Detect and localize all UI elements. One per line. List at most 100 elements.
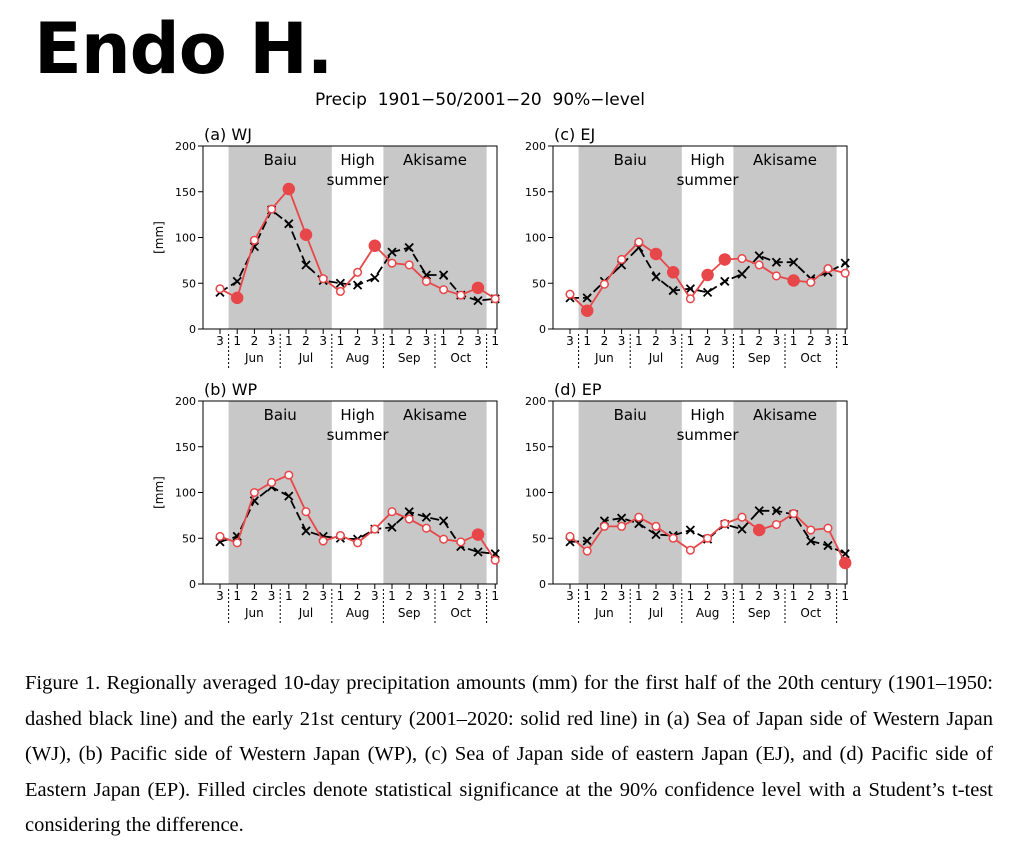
data-point — [421, 276, 431, 286]
cross-marker — [668, 285, 678, 296]
x-tick-label: 2 — [704, 589, 712, 603]
x-tick-label: 1 — [687, 589, 695, 603]
series-line-1901-1950 — [570, 246, 846, 299]
x-tick-label: 3 — [268, 589, 276, 603]
x-tick-label: 1 — [337, 589, 345, 603]
x-tick-label: 2 — [807, 589, 815, 603]
cross-marker — [421, 512, 432, 522]
cross-marker — [473, 547, 483, 557]
data-point — [565, 289, 575, 299]
cross-marker — [387, 247, 397, 257]
x-tick-label: 3 — [669, 589, 677, 603]
data-point — [806, 525, 816, 535]
month-label: Aug — [696, 351, 719, 365]
data-point — [267, 204, 277, 214]
cross-marker — [754, 506, 764, 516]
x-tick-label: 1 — [790, 589, 798, 603]
data-point — [617, 254, 627, 265]
x-tick-label: 3 — [566, 334, 574, 348]
cross-marker — [788, 257, 799, 267]
x-tick-label: 2 — [302, 334, 310, 348]
x-tick-label: 2 — [405, 589, 413, 603]
significant-point — [368, 239, 382, 252]
y-tick-label: 150 — [525, 186, 546, 199]
y-tick-label: 50 — [532, 277, 546, 290]
data-point — [490, 555, 500, 565]
significant-point — [471, 528, 485, 541]
cross-marker — [438, 516, 449, 526]
cross-marker — [754, 251, 764, 261]
x-tick-label: 2 — [251, 589, 259, 603]
x-tick-label: 3 — [371, 589, 379, 603]
cross-marker — [840, 258, 850, 268]
period-label: Akisame — [403, 406, 467, 424]
month-label: Jun — [594, 606, 614, 620]
data-point — [215, 531, 225, 541]
cross-marker — [616, 513, 627, 523]
y-axis-label: [mm] — [152, 221, 166, 254]
x-tick-label: 1 — [841, 334, 849, 348]
data-point — [404, 514, 414, 524]
x-tick-label: 3 — [423, 589, 431, 603]
cross-marker — [685, 525, 696, 535]
data-point — [335, 530, 345, 541]
significant-point — [649, 247, 663, 261]
x-tick-label: 3 — [721, 334, 729, 348]
x-tick-label: 1 — [233, 589, 241, 603]
data-point — [634, 512, 644, 522]
x-tick-label: 2 — [807, 334, 815, 348]
x-tick-label: 1 — [491, 334, 499, 348]
data-point — [754, 260, 764, 270]
y-tick-label: 0 — [189, 323, 196, 336]
data-point — [421, 523, 431, 533]
data-point — [582, 546, 592, 556]
baiu-shading — [578, 401, 682, 584]
month-label: Jul — [648, 351, 663, 365]
y-tick-label: 0 — [189, 578, 196, 591]
significant-point — [666, 266, 680, 279]
data-point — [335, 286, 345, 297]
data-point — [806, 277, 816, 287]
y-tick-label: 200 — [525, 395, 546, 408]
month-label: Oct — [800, 606, 821, 620]
data-point — [387, 507, 397, 517]
chart-panel: Baiu High summer Akisame (b) WP 0 50 100 150 200 [… — [152, 380, 500, 624]
cross-marker — [404, 507, 414, 517]
data-point — [720, 519, 730, 529]
cross-marker — [720, 276, 730, 287]
y-tick-label: 50 — [182, 277, 196, 290]
significant-point — [471, 281, 485, 295]
x-tick-label: 3 — [824, 334, 832, 348]
data-point — [318, 274, 328, 284]
x-tick-label: 1 — [285, 334, 293, 348]
cross-marker — [771, 506, 782, 516]
x-tick-label: 2 — [405, 334, 413, 348]
significant-point — [787, 274, 800, 287]
cross-marker — [232, 276, 242, 287]
cross-marker — [301, 260, 311, 270]
x-tick-label: 3 — [618, 589, 626, 603]
data-point — [353, 538, 363, 548]
panel-title: (c) EJ — [554, 125, 595, 144]
data-point — [439, 285, 449, 295]
x-tick-label: 3 — [216, 334, 224, 348]
cross-marker — [438, 270, 449, 280]
baiu-shading — [228, 401, 332, 584]
x-tick-label: 3 — [319, 589, 327, 603]
cross-marker — [651, 529, 661, 540]
baiu-shading — [228, 146, 332, 329]
x-tick-label: 2 — [652, 589, 660, 603]
cross-marker — [582, 536, 592, 546]
data-point — [651, 521, 661, 531]
month-label: Sep — [748, 606, 771, 620]
figure-title: Precip 1901−50/2001−20 90%−level — [315, 90, 645, 110]
x-tick-label: 1 — [388, 334, 396, 348]
significant-point — [838, 556, 852, 570]
data-point — [249, 487, 259, 498]
x-tick-label: 1 — [635, 334, 643, 348]
data-point — [685, 545, 695, 555]
cross-marker — [301, 526, 311, 536]
author-name: Endo H. — [34, 8, 333, 90]
x-tick-label: 3 — [824, 589, 832, 603]
akisame-shading — [733, 146, 837, 329]
